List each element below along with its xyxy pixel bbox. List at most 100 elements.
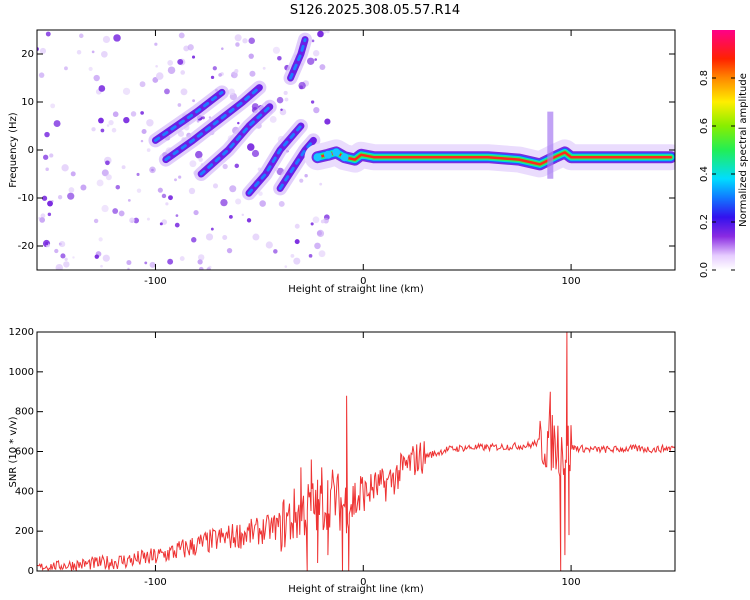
noise-blob <box>210 75 215 79</box>
noise-blob <box>96 179 104 187</box>
spec-x-tick-label: -100 <box>144 276 167 287</box>
noise-blob <box>94 254 100 259</box>
noise-blob <box>197 259 203 265</box>
noise-blob <box>307 57 315 65</box>
noise-blob <box>38 72 45 78</box>
noise-blob <box>248 53 254 59</box>
noise-blob <box>318 250 326 258</box>
colorbar-tick-label: 0.4 <box>699 166 710 182</box>
snr-y-tick-label: 200 <box>15 526 34 537</box>
noise-blob <box>122 87 131 96</box>
noise-blob <box>80 184 87 191</box>
spectrogram-x-label: Height of straight line (km) <box>288 284 424 295</box>
noise-blob <box>47 200 53 207</box>
noise-blob <box>146 217 150 221</box>
noise-blob <box>98 85 106 92</box>
snr-y-tick-label: 400 <box>15 486 34 497</box>
snr-x-label: Height of straight line (km) <box>288 584 424 595</box>
noise-blob <box>149 166 156 174</box>
colorbar: 0.0 0.2 0.4 0.6 0.8 Normalized spectral ampl… <box>699 30 749 278</box>
noise-blob <box>98 237 103 242</box>
noise-blob <box>136 172 140 176</box>
streak-4-core <box>247 124 303 195</box>
noise-blob <box>241 213 245 217</box>
noise-blob <box>249 70 256 77</box>
noise-blob <box>47 212 52 217</box>
noise-blob <box>283 90 288 95</box>
streak-1-core <box>153 90 224 142</box>
spec-x-tick-label: 0 <box>360 276 366 287</box>
noise-blob <box>251 149 260 158</box>
noise-blob <box>45 167 49 172</box>
noise-blob <box>61 164 69 172</box>
noise-blob <box>108 120 114 126</box>
noise-blob <box>324 118 331 125</box>
noise-blob <box>278 201 285 207</box>
colorbar-tick-label: 0.2 <box>699 214 710 230</box>
noise-blob <box>177 103 182 107</box>
noise-blob <box>174 178 177 182</box>
noise-blob <box>311 39 315 43</box>
noise-blob <box>101 204 109 213</box>
streak-5-core <box>289 38 307 80</box>
streak-3-core <box>199 105 272 176</box>
noise-blob <box>164 88 170 95</box>
snr-y-tick-label: 800 <box>15 407 34 418</box>
noise-blob <box>136 188 142 193</box>
noise-blob <box>273 249 278 254</box>
colorbar-label: Normalized spectral amplitude <box>738 73 749 227</box>
noise-blob <box>180 88 188 96</box>
colorbar-tick-label: 0.6 <box>699 118 710 134</box>
noise-blob <box>218 73 222 77</box>
spectrogram-marks <box>37 30 675 270</box>
noise-blob <box>127 267 130 270</box>
noise-blob <box>100 264 103 268</box>
noise-blob <box>39 217 46 223</box>
noise-blob <box>50 103 56 109</box>
noise-blob <box>113 34 121 42</box>
noise-blob <box>294 223 300 229</box>
noise-blob <box>196 119 200 123</box>
noise-blob <box>294 239 300 245</box>
noise-blob <box>105 174 112 181</box>
noise-blob <box>228 88 235 96</box>
noise-blob <box>63 261 70 268</box>
noise-blob <box>45 241 49 246</box>
noise-blob <box>121 165 126 170</box>
noise-blob <box>98 117 104 124</box>
noise-blob <box>262 66 266 70</box>
noise-blob <box>319 64 326 71</box>
noise-blob <box>308 253 313 258</box>
noise-blob <box>252 233 260 241</box>
noise-blob <box>149 261 156 268</box>
noise-blob <box>144 261 148 265</box>
noise-blob <box>191 237 197 243</box>
noise-blob <box>277 55 282 61</box>
noise-blob <box>276 96 284 104</box>
noise-blob <box>198 254 205 261</box>
noise-blob <box>226 247 233 254</box>
colorbar-ticks: 0.0 0.2 0.4 0.6 0.8 <box>699 70 735 278</box>
noise-blob <box>198 266 204 270</box>
noise-blob <box>40 213 46 219</box>
noise-blob <box>126 260 132 266</box>
noise-blob <box>259 200 266 207</box>
noise-blob <box>234 69 239 74</box>
noise-blob <box>189 160 197 168</box>
spec-y-tick-label: 0 <box>28 145 34 156</box>
noise-blob <box>111 127 117 133</box>
noise-blob <box>178 175 182 179</box>
noise-blob <box>323 217 329 224</box>
noise-blob <box>228 214 233 219</box>
carrier-bright-spot <box>323 150 332 159</box>
noise-blob <box>59 240 66 248</box>
noise-blob <box>146 148 151 152</box>
noise-blob <box>205 233 214 241</box>
noise-blob <box>159 222 163 226</box>
noise-blob <box>284 97 289 102</box>
noise-blob <box>177 58 184 65</box>
